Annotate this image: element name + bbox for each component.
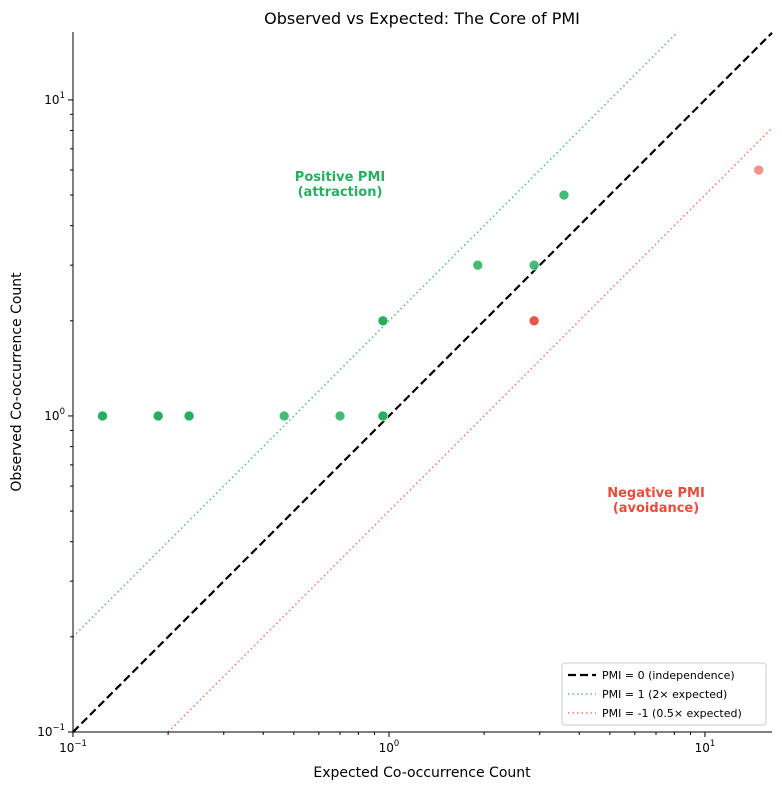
legend-label-2: PMI = -1 (0.5× expected) [602, 707, 742, 720]
x-tick-label-0: 10−1 [59, 739, 87, 755]
legend-box [561, 662, 767, 726]
axis-ticks: 10−1 100 101 10−1 100 101 [37, 91, 715, 755]
data-point-1 [152, 410, 164, 422]
y-tick-label-0: 10−1 [37, 723, 65, 739]
data-point-0 [97, 410, 108, 422]
annotations: Positive PMI (attraction) Negative PMI (avo… [295, 170, 705, 516]
reference-lines [72, 31, 773, 733]
data-point-5 [377, 410, 389, 422]
data-point-7 [472, 259, 484, 271]
y-axis-label: Observed Co-occurrence Count [9, 272, 25, 492]
data-point-10 [528, 315, 540, 327]
annotation-1: Negative PMI (avoidance) [607, 486, 705, 516]
data-point-3 [278, 410, 290, 422]
chart-title: Observed vs Expected: The Core of PMI [264, 9, 580, 28]
x-tick-label-2: 101 [695, 739, 716, 755]
legend-label-0: PMI = 0 (independence) [602, 669, 735, 682]
data-point-4 [334, 410, 346, 422]
reference-line-2 [167, 127, 773, 733]
y-tick-label-1: 100 [44, 407, 65, 423]
data-point-2 [183, 410, 195, 422]
data-point-8 [528, 259, 540, 271]
data-point-9 [558, 189, 570, 201]
x-tick-label-1: 100 [379, 739, 400, 755]
annotation-0: Positive PMI (attraction) [295, 170, 385, 200]
data-point-11 [753, 164, 765, 176]
data-points [97, 164, 765, 422]
x-axis-label: Expected Co-occurrence Count [313, 765, 531, 781]
reference-line-1 [72, 31, 679, 638]
y-tick-label-2: 101 [44, 91, 65, 107]
legend-label-1: PMI = 1 (2× expected) [602, 688, 727, 701]
legend: PMI = 0 (independence) PMI = 1 (2× expect… [561, 662, 767, 726]
reference-line-0 [72, 32, 773, 733]
data-point-6 [377, 315, 389, 327]
